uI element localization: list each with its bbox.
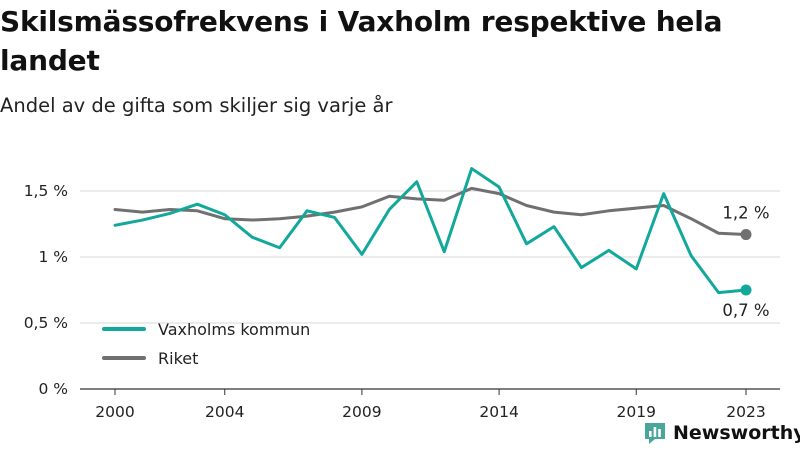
brand-name: Newsworthy bbox=[673, 422, 800, 444]
end-value-label: 1,2 % bbox=[722, 204, 769, 223]
end-point bbox=[740, 229, 752, 241]
chart-title: Skilsmässofrekvens i Vaxholm respektive … bbox=[0, 5, 723, 77]
series-line-riket bbox=[113, 186, 748, 237]
end-markers: 1,2 % 0,7 % bbox=[722, 204, 769, 320]
series-lines bbox=[113, 167, 748, 295]
end-point bbox=[740, 284, 752, 296]
end-value-label: 0,7 % bbox=[722, 301, 769, 320]
x-axis: 2000 2004 2009 2014 2019 2023 bbox=[95, 389, 766, 421]
x-tick-label: 2019 bbox=[617, 403, 656, 421]
x-tick-label: 2004 bbox=[205, 403, 244, 421]
legend: Vaxholms kommun Riket bbox=[102, 320, 310, 368]
y-tick-label: 0,5 % bbox=[24, 314, 68, 332]
legend-label: Vaxholms kommun bbox=[158, 320, 310, 339]
series-line-vaxholm bbox=[113, 167, 748, 295]
x-tick-label: 2009 bbox=[342, 403, 381, 421]
chart-subtitle: Andel av de gifta som skiljer sig varje … bbox=[0, 94, 393, 117]
y-axis: 0 % 0,5 % 1 % 1,5 % bbox=[24, 182, 68, 398]
y-tick-label: 1,5 % bbox=[24, 182, 68, 200]
legend-label: Riket bbox=[158, 349, 198, 368]
bar-chart-icon bbox=[645, 423, 665, 444]
grid-lines bbox=[80, 190, 780, 390]
y-tick-label: 1 % bbox=[38, 248, 68, 266]
y-tick-label: 0 % bbox=[38, 380, 68, 398]
x-tick-label: 2023 bbox=[726, 403, 765, 421]
x-tick-label: 2014 bbox=[479, 403, 518, 421]
x-tick-label: 2000 bbox=[95, 403, 134, 421]
newsworthy-logo: Newsworthy bbox=[643, 420, 800, 446]
